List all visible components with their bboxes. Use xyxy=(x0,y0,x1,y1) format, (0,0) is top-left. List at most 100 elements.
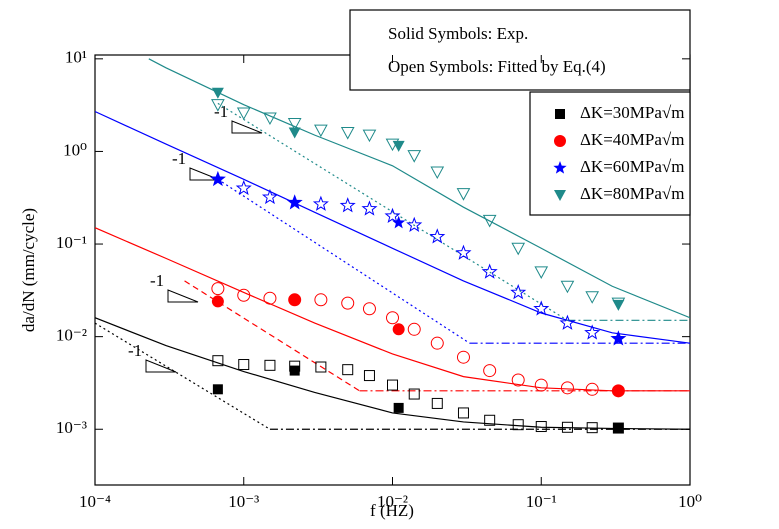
marker xyxy=(392,323,405,336)
marker xyxy=(212,355,224,367)
marker xyxy=(612,384,625,397)
x-tick-label: 10⁻² xyxy=(377,492,408,511)
marker xyxy=(289,365,300,376)
marker xyxy=(484,414,496,426)
marker xyxy=(288,195,302,209)
slope-label: -1 xyxy=(128,341,142,360)
marker xyxy=(264,359,276,371)
marker xyxy=(288,293,301,306)
x-tick-label: 10⁻³ xyxy=(228,492,259,511)
marker xyxy=(512,419,524,431)
y-tick-label: 10¹ xyxy=(65,48,87,67)
marker xyxy=(457,407,469,419)
marker xyxy=(211,282,225,296)
marker xyxy=(585,382,599,396)
slope-triangles xyxy=(145,120,263,373)
marker xyxy=(455,244,472,260)
marker xyxy=(211,172,225,185)
marker xyxy=(314,293,328,307)
marker xyxy=(236,107,251,121)
marker xyxy=(363,370,375,382)
marker xyxy=(534,266,549,279)
y-axis-label: da/dN (mm/cycle) xyxy=(19,208,38,332)
marker xyxy=(261,188,278,205)
marker xyxy=(391,215,406,229)
marker xyxy=(554,190,566,201)
curve xyxy=(217,102,568,321)
marker xyxy=(561,421,573,433)
marker xyxy=(611,331,626,345)
marker xyxy=(456,350,470,364)
legend: ΔK=30MPa√m ΔK=40MPa√m ΔK=60MPa√m ΔK=80MPa√m xyxy=(529,91,691,216)
slope-triangle xyxy=(189,167,221,181)
marker xyxy=(392,140,405,152)
marker xyxy=(407,150,422,163)
marker xyxy=(585,291,600,304)
annotation: Solid Symbols: Exp. xyxy=(388,24,528,43)
x-axis-label: f (HZ) xyxy=(370,501,414,520)
plot-layer xyxy=(95,58,690,434)
marker xyxy=(456,188,471,201)
marker xyxy=(287,118,302,131)
marker xyxy=(511,373,525,387)
marker xyxy=(553,161,567,174)
marker xyxy=(408,388,420,400)
marker xyxy=(393,402,404,413)
marker xyxy=(315,361,327,373)
marker xyxy=(342,364,354,376)
slope-triangle xyxy=(167,289,199,303)
marker xyxy=(406,216,423,232)
x-tick-label: 10⁰ xyxy=(678,492,702,511)
marker xyxy=(238,359,250,371)
legend-label: ΔK=80MPa√m xyxy=(580,184,684,203)
legend-label: ΔK=40MPa√m xyxy=(580,130,684,149)
curve xyxy=(217,178,470,344)
y-tick-label: 10⁻³ xyxy=(56,418,87,437)
slope-triangle xyxy=(231,120,263,134)
x-tick-label: 10⁻⁴ xyxy=(79,492,111,511)
marker xyxy=(211,99,225,112)
marker xyxy=(430,336,444,350)
marker xyxy=(511,242,526,256)
marker xyxy=(554,135,566,147)
marker xyxy=(211,87,224,99)
legend-label: ΔK=60MPa√m xyxy=(580,157,684,176)
marker xyxy=(384,207,401,223)
marker xyxy=(407,322,421,336)
curve xyxy=(95,322,271,430)
marker xyxy=(263,291,277,305)
marker xyxy=(341,296,355,310)
marker xyxy=(312,195,329,211)
marker xyxy=(481,263,498,279)
y-tick-label: 10⁰ xyxy=(63,140,87,159)
marker xyxy=(288,127,301,139)
marker xyxy=(362,129,377,143)
marker xyxy=(263,112,277,125)
marker xyxy=(612,299,625,311)
marker xyxy=(534,378,548,392)
marker xyxy=(533,300,550,316)
slope-label: -1 xyxy=(150,271,164,290)
marker xyxy=(340,127,355,140)
marker xyxy=(362,302,376,316)
marker xyxy=(429,228,446,244)
marker xyxy=(482,214,497,228)
marker xyxy=(237,288,251,302)
marker xyxy=(510,284,527,300)
slope-label: -1 xyxy=(214,102,228,121)
curve xyxy=(184,280,360,392)
marker xyxy=(535,421,547,433)
marker xyxy=(314,124,328,138)
curve xyxy=(95,227,690,392)
slope-label: -1 xyxy=(172,149,186,168)
y-tick-label: 10⁻² xyxy=(56,326,87,345)
marker xyxy=(386,311,399,325)
marker xyxy=(211,295,224,308)
marker xyxy=(584,324,601,340)
curve xyxy=(95,317,690,430)
marker xyxy=(560,381,574,395)
marker xyxy=(339,197,356,213)
curve xyxy=(148,58,690,319)
marker xyxy=(430,166,445,180)
